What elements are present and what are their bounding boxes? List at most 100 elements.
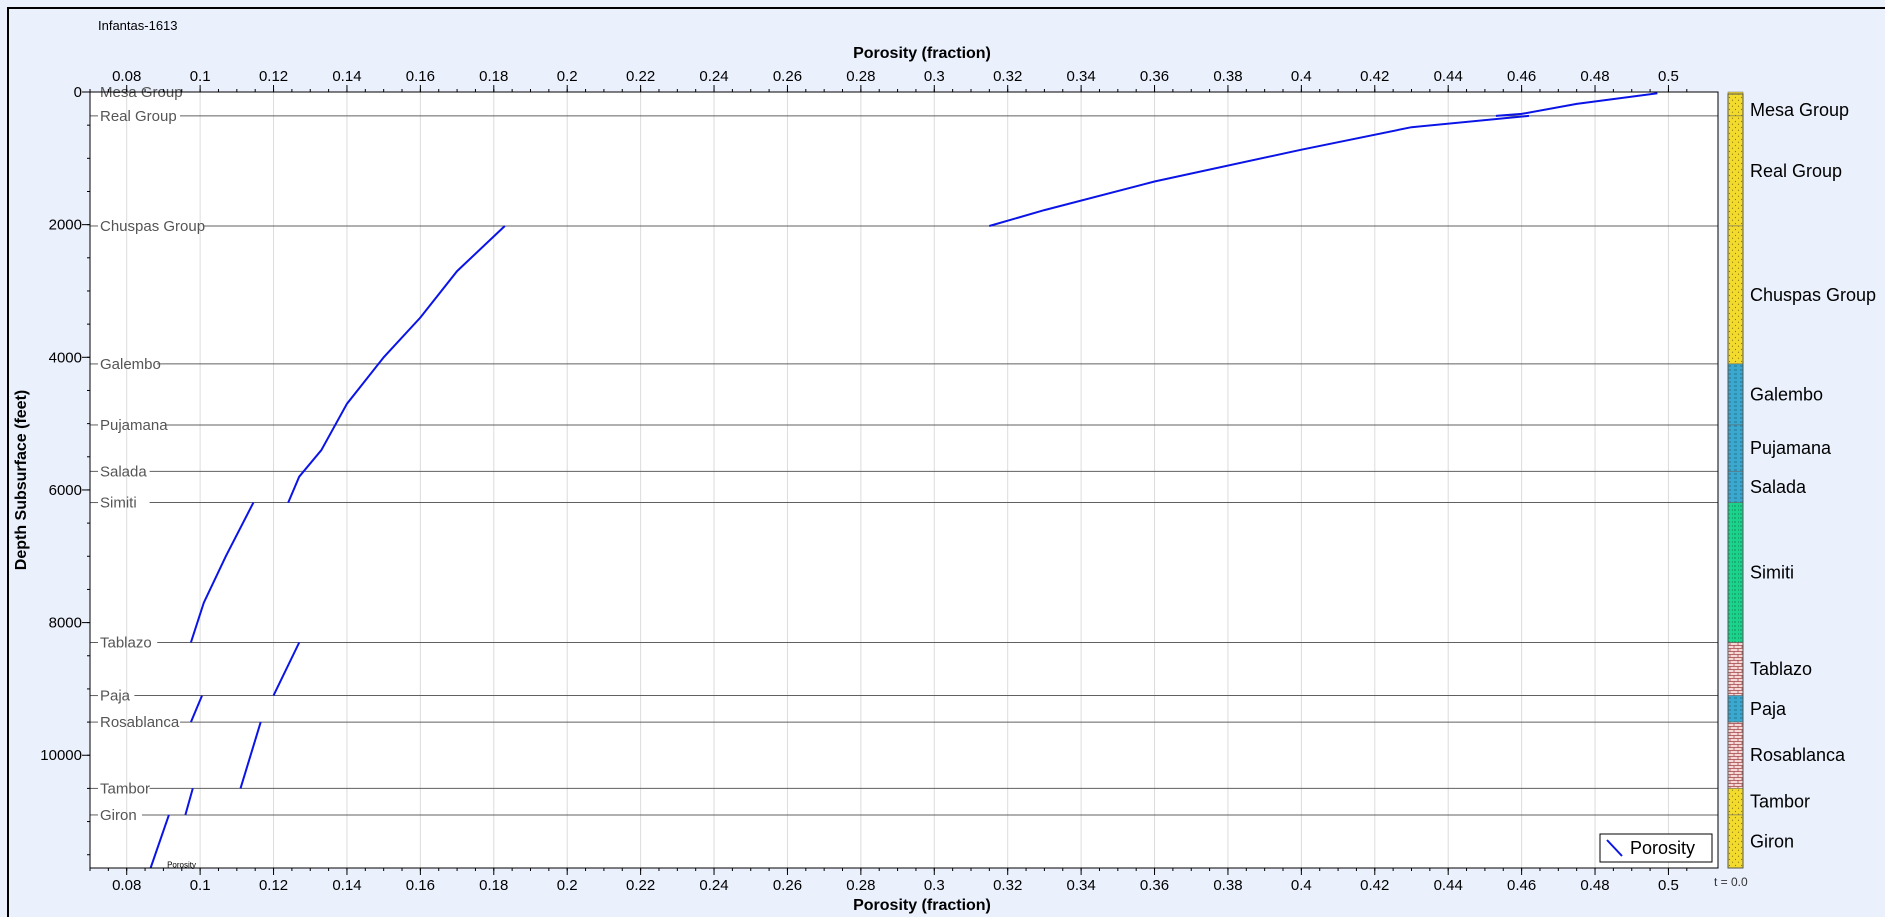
- x-axis-title-top: Porosity (fraction): [853, 45, 991, 62]
- x-tick-label-bottom: 0.36: [1140, 877, 1169, 894]
- formation-column-label: Tablazo: [1750, 659, 1812, 679]
- x-tick-label-bottom: 0.28: [846, 877, 875, 894]
- well-name: Infantas-1613: [98, 18, 178, 33]
- y-tick-label: 2000: [49, 217, 82, 234]
- porosity-curve-segment: [272, 642, 301, 697]
- porosity-curve-segment: [239, 721, 262, 789]
- x-tick-label-top: 0.28: [846, 68, 875, 85]
- x-tick-label-top: 0.34: [1067, 68, 1096, 85]
- x-tick-label-bottom: 0.34: [1067, 877, 1096, 894]
- x-tick-label-bottom: 0.4: [1291, 877, 1312, 894]
- formation-column-label: Rosablanca: [1750, 745, 1846, 765]
- formation-top-label: Paja: [100, 688, 131, 705]
- lithology-column-border: [1727, 93, 1744, 869]
- x-tick-label-bottom: 0.3: [924, 877, 945, 894]
- formation-column-label: Salada: [1750, 477, 1807, 497]
- formation-column-label: Chuspas Group: [1750, 285, 1876, 305]
- x-tick-label-top: 0.4: [1291, 68, 1312, 85]
- formation-top-label: Tablazo: [100, 634, 152, 651]
- formation-top-label: Galembo: [100, 356, 161, 373]
- x-tick-label-bottom: 0.24: [699, 877, 728, 894]
- formation-top-label: Tambor: [100, 780, 150, 797]
- formation-column-label: Pujamana: [1750, 438, 1832, 458]
- legend-label: Porosity: [1630, 838, 1695, 858]
- formation-top-label: Simiti: [100, 495, 137, 512]
- x-tick-label-bottom: 0.26: [773, 877, 802, 894]
- porosity-curve-segment: [287, 225, 506, 503]
- porosity-curve-segment: [149, 814, 170, 869]
- x-tick-label-top: 0.44: [1434, 68, 1463, 85]
- porosity-curve-segment: [989, 114, 1530, 227]
- x-tick-label-bottom: 0.1: [190, 877, 211, 894]
- x-tick-label-top: 0.26: [773, 68, 802, 85]
- y-tick-label: 10000: [40, 747, 82, 764]
- x-tick-label-bottom: 0.48: [1580, 877, 1609, 894]
- formation-column-label: Paja: [1750, 699, 1787, 719]
- x-tick-label-top: 0.46: [1507, 68, 1536, 85]
- x-tick-label-top: 0.48: [1580, 68, 1609, 85]
- lithology-column-block: [1727, 814, 1744, 869]
- curve-annotation: Porosity: [167, 861, 196, 870]
- x-tick-label-top: 0.2: [557, 68, 578, 85]
- x-tick-label-bottom: 0.18: [479, 877, 508, 894]
- porosity-curve-segment: [1495, 92, 1658, 117]
- plot-border: [89, 91, 1719, 869]
- x-tick-label-bottom: 0.44: [1434, 877, 1463, 894]
- x-tick-label-top: 0.14: [332, 68, 361, 85]
- x-tick-label-top: 0.08: [112, 68, 141, 85]
- y-axis-title: Depth Subsurface (feet): [13, 390, 30, 570]
- t-label: t = 0.0: [1714, 875, 1748, 889]
- formation-top-label: Chuspas Group: [100, 218, 205, 235]
- legend-box: [1599, 833, 1713, 863]
- x-tick-label-bottom: 0.08: [112, 877, 141, 894]
- x-tick-label-bottom: 0.14: [332, 877, 361, 894]
- formation-top-label: Real Group: [100, 108, 177, 125]
- x-tick-label-top: 0.12: [259, 68, 288, 85]
- legend-line-swatch: [1606, 839, 1623, 857]
- formation-column-label: Simiti: [1750, 563, 1794, 583]
- formation-column-label: Real Group: [1750, 161, 1842, 181]
- y-tick-label: 0: [74, 84, 82, 101]
- x-tick-label-bottom: 0.16: [406, 877, 435, 894]
- y-tick-label: 8000: [49, 615, 82, 632]
- y-tick-label: 4000: [49, 349, 82, 366]
- plot-area: [90, 92, 1718, 868]
- x-tick-label-bottom: 0.12: [259, 877, 288, 894]
- y-tick-label: 6000: [49, 482, 82, 499]
- lithology-column-block: [1727, 471, 1744, 503]
- x-tick-label-bottom: 0.5: [1658, 877, 1679, 894]
- x-tick-label-top: 0.42: [1360, 68, 1389, 85]
- x-tick-label-top: 0.36: [1140, 68, 1169, 85]
- formation-top-label: Rosablanca: [100, 714, 180, 731]
- x-tick-label-bottom: 0.38: [1213, 877, 1242, 894]
- lithology-column-block: [1727, 788, 1744, 816]
- x-axis-title-bottom: Porosity (fraction): [853, 897, 991, 914]
- formation-column-label: Tambor: [1750, 792, 1810, 812]
- porosity-curve-segment: [184, 788, 194, 816]
- x-tick-label-bottom: 0.2: [557, 877, 578, 894]
- chart-frame: [7, 7, 1885, 922]
- x-tick-label-top: 0.32: [993, 68, 1022, 85]
- x-tick-label-bottom: 0.42: [1360, 877, 1389, 894]
- porosity-curve-segment: [189, 695, 203, 723]
- lithology-column-block: [1727, 721, 1744, 789]
- x-tick-label-top: 0.22: [626, 68, 655, 85]
- x-tick-label-top: 0.1: [190, 68, 211, 85]
- x-tick-label-bottom: 0.22: [626, 877, 655, 894]
- lithology-column-block: [1727, 363, 1744, 426]
- lithology-column-block: [1727, 115, 1744, 227]
- lithology-column-block: [1727, 642, 1744, 696]
- formation-top-label: Giron: [100, 807, 137, 824]
- lithology-column-block: [1727, 695, 1744, 723]
- formation-top-label: Salada: [100, 463, 147, 480]
- x-tick-label-bottom: 0.32: [993, 877, 1022, 894]
- formation-column-label: Mesa Group: [1750, 100, 1849, 120]
- formation-column-label: Galembo: [1750, 384, 1823, 404]
- lithology-column-block: [1727, 424, 1744, 472]
- formation-top-label: Pujamana: [100, 417, 168, 434]
- lithology-column-block: [1727, 502, 1744, 643]
- x-tick-label-top: 0.3: [924, 68, 945, 85]
- porosity-curve-segment: [189, 502, 255, 643]
